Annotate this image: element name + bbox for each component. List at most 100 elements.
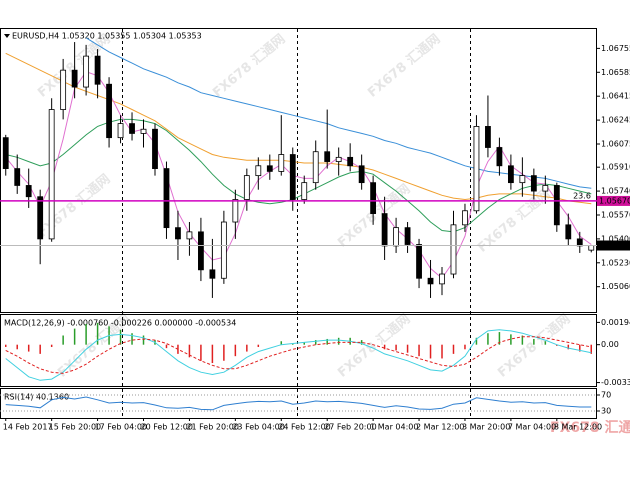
candle-body xyxy=(175,227,181,240)
candle-body xyxy=(542,185,549,192)
candle-body xyxy=(462,210,468,226)
candle-body xyxy=(220,221,227,279)
candle-body xyxy=(278,154,285,172)
y-tick-label: 1.05400 xyxy=(601,234,630,243)
y-tick-label: 1.05570 xyxy=(601,210,630,219)
candle-body xyxy=(37,196,44,240)
candle-body xyxy=(301,182,308,200)
panel-title: EURUSD,H4 1.05320 1.05355 1.05304 1.0535… xyxy=(12,32,202,41)
candle-body xyxy=(60,69,67,110)
candle-body xyxy=(71,69,78,88)
candle-body xyxy=(381,213,388,247)
price-box xyxy=(597,240,630,251)
y-tick-label: 1.05060 xyxy=(601,282,630,291)
candle-body xyxy=(117,123,124,139)
candle-body xyxy=(94,55,101,85)
x-tick-label: 15 Feb 20:00 xyxy=(49,423,101,432)
x-tick-label: 24 Feb 12:00 xyxy=(278,423,330,432)
candle-body xyxy=(370,182,377,214)
symbol-marker xyxy=(4,34,10,38)
candle-body xyxy=(186,231,193,240)
candle-body xyxy=(2,137,9,169)
candle-body xyxy=(404,227,411,245)
candle-body xyxy=(393,227,399,247)
line-series xyxy=(5,336,592,374)
y-tick-label: 0.00 xyxy=(601,340,619,349)
candle-body xyxy=(198,231,204,271)
candle-body xyxy=(163,168,170,229)
candle-body xyxy=(324,151,331,162)
y-tick-label: 1.06415 xyxy=(601,92,630,101)
panel-title: MACD(12,26,9) -0.000760 -0.000226 0.0000… xyxy=(4,319,236,328)
candle-body xyxy=(255,165,262,177)
x-tick-label: 8 Mar 12:00 xyxy=(554,423,602,432)
line-series xyxy=(5,329,592,381)
price-label: 1.05353 xyxy=(599,241,630,250)
macd-panel xyxy=(0,314,597,387)
panel-title: RSI(14) 40.1360 xyxy=(4,393,69,402)
candle-body xyxy=(140,128,147,134)
candle-body xyxy=(129,123,135,134)
candle-body xyxy=(507,165,514,184)
line-series xyxy=(5,118,592,233)
logo: FX678 汇通网 xyxy=(550,420,630,436)
candle-body xyxy=(266,165,273,172)
candle-body xyxy=(289,154,296,200)
candle-body xyxy=(209,269,216,279)
candle-body xyxy=(530,175,537,192)
x-tick-label: 14 Feb 2017 xyxy=(3,423,53,432)
y-tick-label: 1.06245 xyxy=(601,116,630,125)
y-tick-label: 1.05740 xyxy=(601,187,630,196)
candle-body xyxy=(473,126,480,212)
panel-frames xyxy=(0,28,597,419)
price-label: 1.05670 xyxy=(599,196,630,205)
candle-body xyxy=(335,156,342,162)
candle-body xyxy=(450,224,457,275)
candle-body xyxy=(519,175,526,184)
candle-body xyxy=(25,185,32,198)
candle-body xyxy=(416,244,422,279)
y-tick-label: 70 xyxy=(601,391,611,400)
candle-body xyxy=(439,273,445,285)
line-series xyxy=(5,70,592,280)
price-box xyxy=(597,195,630,206)
candle-body xyxy=(485,126,491,148)
candle-body xyxy=(48,109,55,240)
line-series xyxy=(5,396,592,411)
y-tick-label: 1.05910 xyxy=(601,163,630,172)
y-tick-label: 30 xyxy=(601,407,611,416)
rsi-panel xyxy=(0,388,597,419)
candle-body xyxy=(106,83,112,139)
candle-body xyxy=(312,151,319,184)
line-series xyxy=(5,52,592,205)
candle-body xyxy=(152,128,158,169)
candle-body xyxy=(232,199,239,223)
x-tick-label: 2 Mar 12:00 xyxy=(416,423,464,432)
x-tick-label: 17 Feb 04:00 xyxy=(95,423,147,432)
candle-body xyxy=(14,168,21,186)
x-tick-label: 27 Feb 20:00 xyxy=(324,423,376,432)
y-tick-label: 0.001942 xyxy=(601,318,630,327)
y-tick-label: 1.06585 xyxy=(601,68,630,77)
x-tick-label: 21 Feb 20:00 xyxy=(186,423,238,432)
line-series xyxy=(85,37,592,189)
x-tick-label: 3 Mar 20:00 xyxy=(462,423,510,432)
candle-body xyxy=(358,165,365,184)
candle-body xyxy=(347,156,354,167)
candle-body xyxy=(565,224,572,240)
main-panel xyxy=(0,28,597,313)
fib-label: 23.6 xyxy=(573,191,591,200)
y-tick-label: 1.06075 xyxy=(601,139,630,148)
candle-body xyxy=(496,147,503,167)
candle-body xyxy=(576,238,583,247)
candle-body xyxy=(553,185,560,226)
candle-body xyxy=(427,277,434,285)
candle-body xyxy=(588,245,595,251)
x-tick-label: 23 Feb 04:00 xyxy=(232,423,284,432)
y-tick-label: -0.003301 xyxy=(601,378,630,387)
x-tick-label: 20 Feb 12:00 xyxy=(141,423,193,432)
y-tick-label: 1.05230 xyxy=(601,258,630,267)
x-tick-label: 1 Mar 04:00 xyxy=(370,423,418,432)
candle-body xyxy=(83,55,90,88)
